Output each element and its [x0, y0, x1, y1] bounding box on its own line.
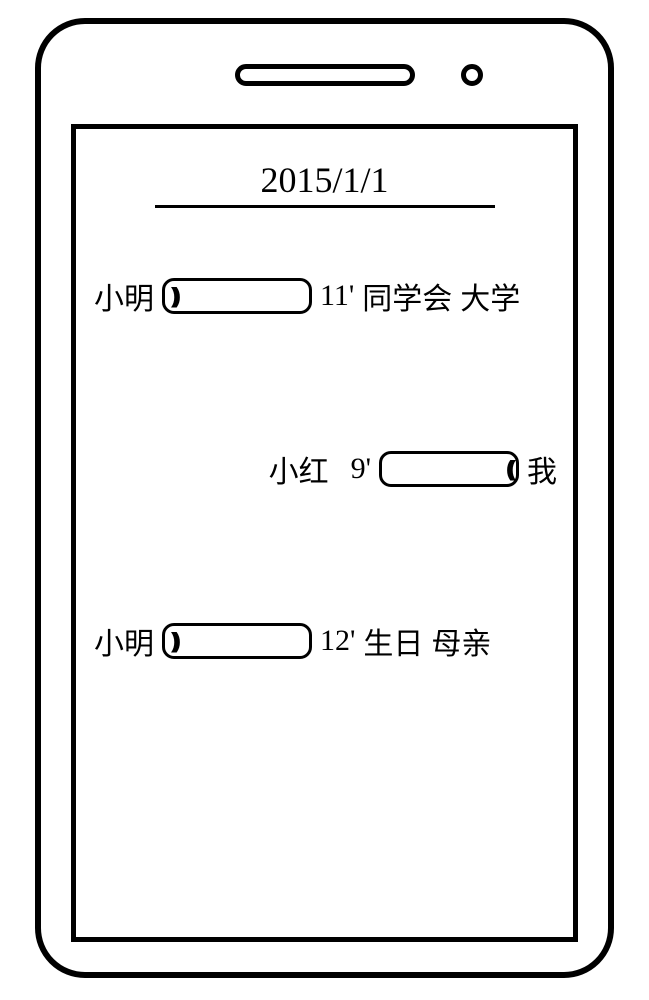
- sound-in-icon: (((: [506, 456, 510, 482]
- phone-camera: [461, 64, 483, 86]
- duration-label: 11': [320, 279, 354, 313]
- sound-out-icon: ))): [171, 283, 175, 309]
- sender-name: 小明: [94, 274, 154, 318]
- voice-bubble[interactable]: (((: [379, 451, 519, 487]
- sound-out-icon: ))): [171, 628, 175, 654]
- date-text: 2015/1/1: [254, 159, 394, 203]
- phone-frame: 2015/1/1 小明 ))) 11' 同学会 大学 小红 9' (((: [35, 18, 614, 978]
- tag-label: 生日: [363, 619, 423, 663]
- phone-screen: 2015/1/1 小明 ))) 11' 同学会 大学 小红 9' (((: [71, 124, 578, 942]
- date-header: 2015/1/1: [155, 159, 495, 208]
- sender-name: 小红: [269, 447, 329, 491]
- tag-label: 同学会: [362, 274, 452, 318]
- self-label: 我: [527, 447, 557, 491]
- canvas: 2015/1/1 小明 ))) 11' 同学会 大学 小红 9' (((: [0, 0, 649, 1000]
- voice-bubble[interactable]: ))): [162, 278, 312, 314]
- voice-bubble[interactable]: ))): [162, 623, 312, 659]
- duration-label: 9': [351, 452, 371, 486]
- date-underline: [155, 205, 495, 208]
- message-row: 小明 ))) 12' 生日 母亲: [94, 619, 491, 663]
- duration-label: 12': [320, 624, 355, 658]
- message-row: 小明 ))) 11' 同学会 大学: [94, 274, 520, 318]
- tag-label: 大学: [460, 274, 520, 318]
- message-row: 小红 9' ((( 我: [269, 447, 557, 491]
- tag-label: 母亲: [431, 619, 491, 663]
- phone-speaker: [235, 64, 415, 86]
- sender-name: 小明: [94, 619, 154, 663]
